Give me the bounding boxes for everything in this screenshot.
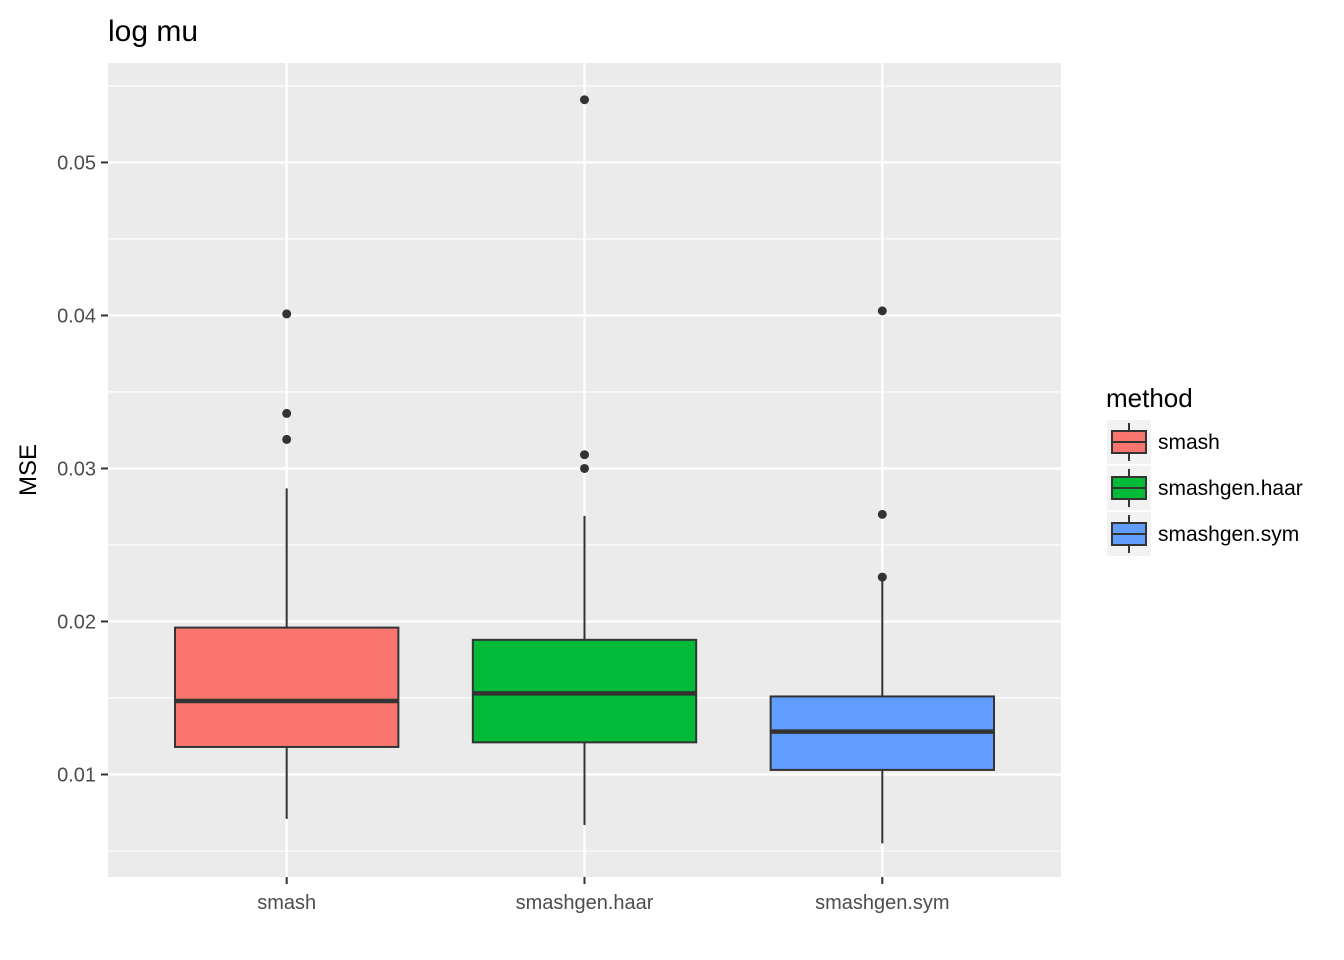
outlier-point-1-0: [580, 463, 589, 473]
y-tick-label-2: 0.03: [57, 458, 96, 480]
legend-items: smash smashgen.haar smashgen.sym: [1107, 420, 1303, 556]
legend-label-0: smash: [1158, 431, 1220, 454]
x-axis: smash smashgen.haar smashgen.sym: [257, 877, 950, 914]
box-group-0: [174, 309, 400, 819]
legend-title: method: [1106, 383, 1193, 413]
legend: method smash smashgen.haar smashgen.sym: [1106, 383, 1303, 556]
outlier-point-2-1: [877, 509, 887, 519]
outlier-point-0-1: [282, 408, 292, 418]
y-axis: 0.01 0.02 0.03 0.04 0.05: [57, 152, 108, 786]
box-group-1: [471, 95, 698, 825]
outlier-point-0-0: [282, 434, 292, 444]
x-tick-label-1: smashgen.haar: [516, 892, 654, 914]
box-1: [471, 638, 698, 744]
outlier-point-2-0: [877, 572, 887, 582]
y-axis-title: MSE: [15, 444, 42, 496]
legend-item-0: smash: [1107, 420, 1220, 464]
boxes-layer: [174, 95, 995, 844]
box-group-2: [769, 306, 995, 844]
chart-title: log mu: [108, 15, 198, 48]
outlier-point-1-1: [580, 450, 589, 460]
outlier-point-2-2: [877, 306, 887, 316]
x-tick-label-2: smashgen.sym: [815, 892, 950, 914]
x-tick-label-0: smash: [257, 892, 316, 914]
y-tick-label-1: 0.02: [57, 611, 96, 633]
legend-item-2: smashgen.sym: [1107, 512, 1299, 556]
legend-label-1: smashgen.haar: [1158, 477, 1303, 500]
grid-layer: [108, 63, 1061, 877]
legend-item-1: smashgen.haar: [1107, 466, 1303, 510]
legend-label-2: smashgen.sym: [1158, 523, 1299, 546]
outlier-point-0-2: [282, 309, 292, 319]
outlier-point-1-2: [580, 95, 589, 105]
y-tick-label-0: 0.01: [57, 764, 96, 786]
y-tick-label-4: 0.05: [57, 152, 96, 174]
box-0: [174, 626, 400, 748]
y-tick-label-3: 0.04: [57, 305, 96, 327]
